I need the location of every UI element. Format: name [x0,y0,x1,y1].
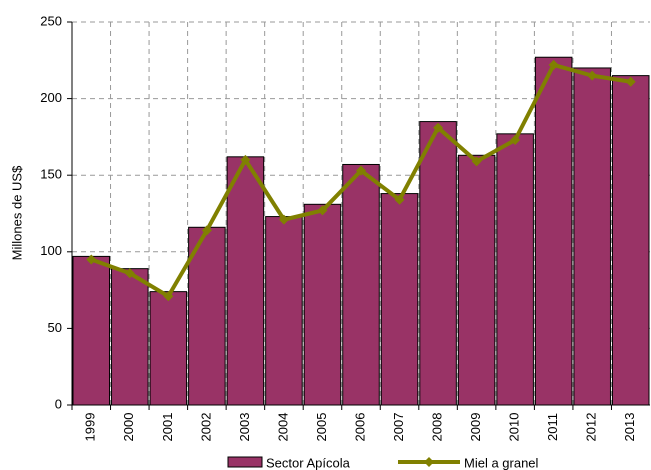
bar [534,56,573,406]
bar [303,203,342,406]
x-tick-label: 2010 [507,413,522,442]
line-marker [240,154,251,165]
legend-label: Sector Apícola [266,455,351,470]
line-marker [278,214,289,225]
x-tick-label: 2009 [468,413,483,442]
bar [573,67,611,406]
x-tick-label: 2005 [314,413,329,442]
line-marker [510,134,521,145]
line-marker [394,194,405,205]
y-tick-label: 50 [48,320,62,335]
legend-marker [424,457,434,467]
y-tick-label: 0 [55,396,62,411]
line-marker [124,268,135,279]
bar [419,121,457,406]
x-tick-label: 2011 [545,413,560,441]
bar [188,226,226,406]
y-tick-label: 150 [40,167,62,182]
x-tick-label: 2012 [584,413,599,442]
line-marker [587,70,598,81]
bar [380,193,419,406]
legend-swatch [227,456,263,468]
line-marker [548,59,559,70]
x-tick-label: 2002 [198,413,213,442]
line-marker [625,76,636,87]
y-tick-label: 100 [40,243,62,258]
line-marker [86,254,97,265]
line-marker [433,122,444,133]
x-tick-label: 2004 [275,413,290,442]
bar [496,133,534,406]
legend-label: Miel a granel [464,455,539,470]
y-tick-label: 200 [40,90,62,105]
line-marker [317,205,328,216]
line-marker [356,165,366,176]
x-tick-label: 2000 [121,413,136,442]
y-axis-label: Millones de US$ [9,165,24,260]
x-tick-label: 2006 [352,413,367,442]
bar [342,163,380,406]
x-tick-label: 1999 [83,413,98,442]
bar [457,154,496,406]
x-tick-label: 2003 [237,413,252,442]
line-marker [471,156,482,167]
x-tick-label: 2001 [160,413,175,442]
bar [265,216,303,406]
y-tick-label: 250 [40,13,62,28]
line-marker [163,291,174,302]
bar [72,255,111,406]
x-tick-label: 2007 [391,413,406,442]
x-tick-label: 2008 [430,413,445,442]
bar [149,291,188,406]
bar [111,268,149,406]
bar [226,156,265,406]
bar [611,75,650,406]
line-marker [201,225,212,236]
x-tick-label: 2013 [622,413,637,442]
